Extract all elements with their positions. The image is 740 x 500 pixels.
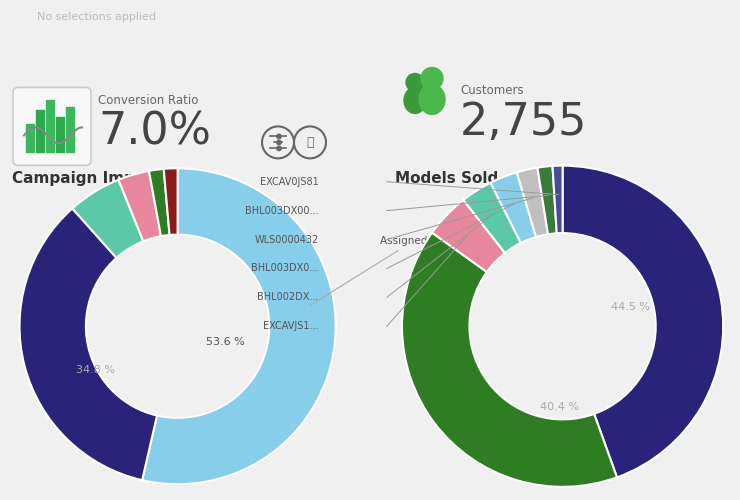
- Text: BHL003DX00...: BHL003DX00...: [245, 206, 318, 216]
- Wedge shape: [562, 166, 723, 477]
- Wedge shape: [73, 180, 144, 258]
- Text: 40.4 %: 40.4 %: [540, 402, 579, 411]
- Wedge shape: [517, 168, 548, 237]
- Wedge shape: [491, 172, 536, 243]
- Bar: [46, 100, 54, 152]
- Ellipse shape: [419, 84, 445, 114]
- Bar: [66, 108, 74, 152]
- Circle shape: [277, 134, 281, 138]
- Ellipse shape: [404, 88, 426, 114]
- Wedge shape: [149, 169, 169, 236]
- Bar: [26, 124, 34, 152]
- Wedge shape: [164, 168, 178, 235]
- Circle shape: [421, 68, 443, 90]
- Text: BHL003DX0...: BHL003DX0...: [251, 264, 318, 274]
- Text: No selections applied: No selections applied: [37, 12, 156, 22]
- Bar: [56, 118, 64, 152]
- Wedge shape: [553, 166, 562, 234]
- Circle shape: [277, 146, 281, 150]
- Circle shape: [406, 74, 424, 92]
- Bar: [36, 110, 44, 152]
- Wedge shape: [402, 232, 617, 487]
- Text: 7.0%: 7.0%: [98, 111, 211, 154]
- Text: ⤢: ⤢: [306, 136, 314, 149]
- Wedge shape: [463, 182, 521, 253]
- Text: WLS0000432: WLS0000432: [255, 234, 318, 244]
- Text: 2,755: 2,755: [460, 101, 588, 144]
- Text: Conversion Ratio: Conversion Ratio: [98, 94, 198, 107]
- FancyBboxPatch shape: [13, 88, 91, 166]
- Text: EXCAVJS1...: EXCAVJS1...: [263, 322, 318, 332]
- Wedge shape: [142, 168, 336, 484]
- Wedge shape: [19, 208, 157, 480]
- Text: BHL002DX...: BHL002DX...: [257, 292, 318, 302]
- Text: 53.6 %: 53.6 %: [206, 337, 244, 347]
- Text: Models Sold: Models Sold: [395, 171, 498, 186]
- Text: Customers: Customers: [460, 84, 524, 97]
- Text: Campaign Impact: Campaign Impact: [12, 171, 162, 186]
- Wedge shape: [432, 200, 505, 272]
- Text: 44.5 %: 44.5 %: [610, 302, 650, 312]
- Text: Assigned c...: Assigned c...: [309, 236, 446, 306]
- Text: 34.8 %: 34.8 %: [76, 366, 115, 376]
- Circle shape: [277, 140, 281, 144]
- Text: EXCAV0JS81: EXCAV0JS81: [260, 176, 318, 186]
- Wedge shape: [118, 171, 161, 242]
- Wedge shape: [537, 166, 556, 234]
